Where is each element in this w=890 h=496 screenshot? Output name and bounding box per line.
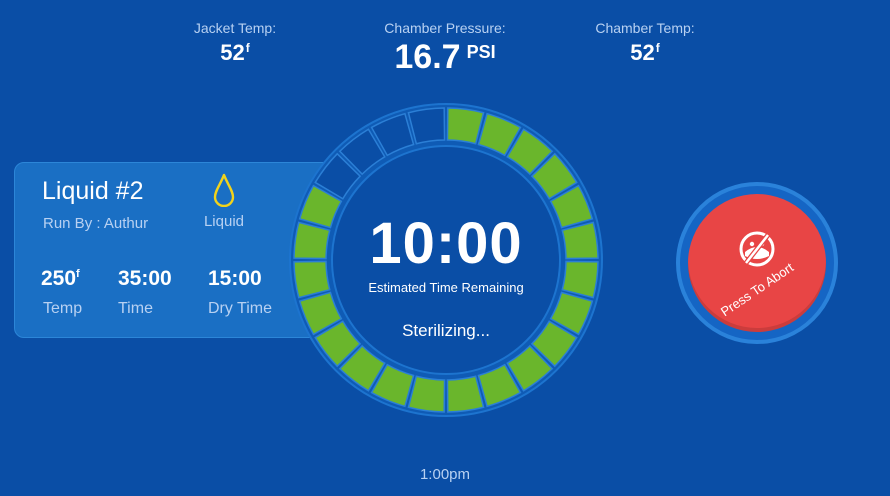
time-value: 35:00 <box>118 267 172 290</box>
jacket-temp-value: 52f <box>220 40 250 65</box>
abort-button-face[interactable]: Press To Abort <box>688 194 826 332</box>
progress-segment-complete <box>506 128 554 176</box>
chamber-pressure-value: 16.7 PSI <box>394 38 496 76</box>
clock: 1:00pm <box>419 466 471 483</box>
temp-unit: f <box>76 268 80 280</box>
progress-segment-complete <box>298 184 343 229</box>
progress-segment-complete <box>477 112 522 157</box>
progress-segment-complete <box>446 375 485 413</box>
jacket-temp-unit: f <box>245 40 250 55</box>
time-remaining-label: Estimated Time Remaining <box>368 280 524 295</box>
progress-segment-complete <box>530 152 578 200</box>
progress-segment-complete <box>370 363 415 408</box>
abort-icon <box>739 231 775 267</box>
progress-segment-complete <box>293 260 331 299</box>
jacket-temp-readout: Jacket Temp: 52f <box>170 20 300 66</box>
dry-time-value: 15:00 <box>208 267 262 290</box>
cycle-name: Liquid #2 <box>42 177 144 205</box>
cycle-type-label: Liquid <box>203 213 245 230</box>
progress-segment-complete <box>549 291 594 336</box>
temp-label: Temp <box>43 300 83 317</box>
progress-segment-complete <box>293 221 331 260</box>
abort-button[interactable]: Press To Abort <box>676 182 838 344</box>
progress-segment-pending <box>370 112 415 157</box>
chamber-temp-unit: f <box>655 40 660 55</box>
chamber-pressure-readout: Chamber Pressure: 16.7 PSI <box>345 20 545 77</box>
chamber-temp-value: 52f <box>630 40 660 65</box>
chamber-temp-readout: Chamber Temp: 52f <box>575 20 715 66</box>
progress-segment-complete <box>314 320 362 368</box>
progress-segment-complete <box>561 260 599 299</box>
progress-segment-complete <box>549 184 594 229</box>
progress-ring <box>289 103 603 417</box>
time-remaining-value: 10:00 <box>369 211 523 276</box>
time-label: Time <box>118 300 153 317</box>
chamber-pressure-label: Chamber Pressure: <box>384 20 506 36</box>
progress-segment-complete <box>298 291 343 336</box>
progress-segment-complete <box>561 221 599 260</box>
progress-segment-complete <box>477 363 522 408</box>
chamber-pressure-unit: PSI <box>466 42 496 62</box>
progress-segment-complete <box>338 344 386 392</box>
chamber-temp-label: Chamber Temp: <box>595 20 695 36</box>
temp-value: 250f <box>41 267 80 290</box>
progress-segment-pending <box>314 152 362 200</box>
run-by-text: Run By : Authur <box>43 215 149 232</box>
jacket-temp-label: Jacket Temp: <box>193 20 277 36</box>
dry-time-label: Dry Time <box>208 300 272 317</box>
progress-segment-complete <box>530 320 578 368</box>
progress-segment-complete <box>506 344 554 392</box>
progress-segment-complete <box>446 107 485 145</box>
drop-icon <box>213 173 235 212</box>
cycle-status-text: Sterilizing... <box>402 321 490 340</box>
progress-segment-complete <box>407 375 446 413</box>
progress-segment-pending <box>407 107 446 145</box>
progress-segment-pending <box>338 128 386 176</box>
